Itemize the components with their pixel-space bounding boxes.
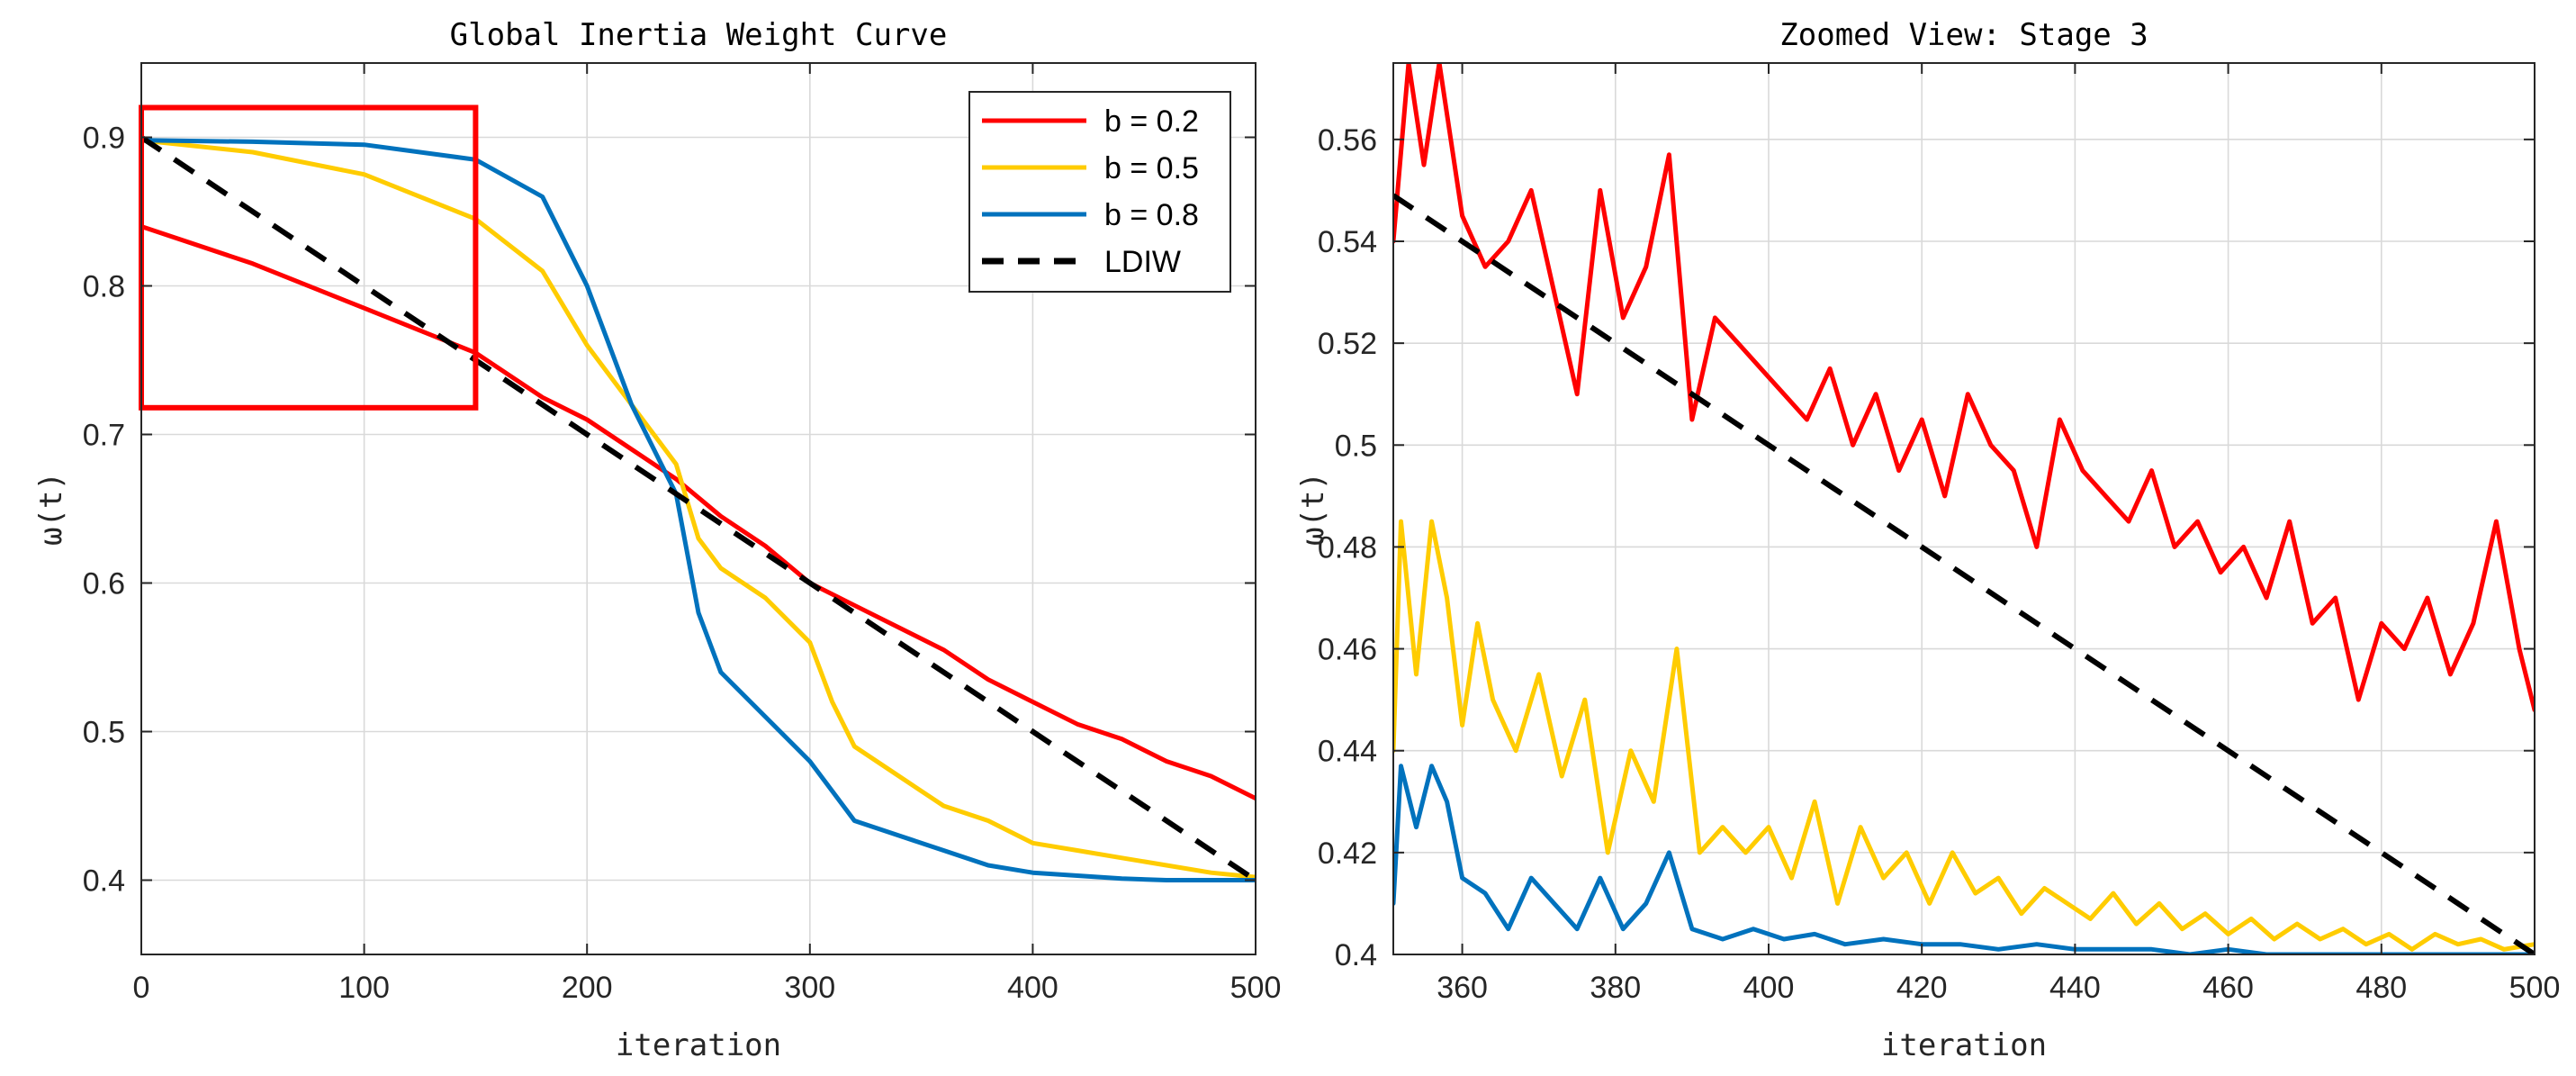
legend-box	[968, 91, 1231, 293]
left-chart-panel: 0 100 200 300 400 500 0.4 0.5 0.6 0.7 0.8 0.9 Global…	[33, 17, 1281, 1063]
y-tick-label: 0.54	[1318, 225, 1377, 259]
axes-box	[140, 62, 1256, 955]
y-tick-label: 0.4	[1335, 938, 1377, 972]
y-tick-label: 0.4	[83, 864, 125, 899]
x-tick-label: 400	[1743, 971, 1795, 1005]
right-chart-panel: 360 380 400 420 440 460 480 500 0.4 0.42 0.44 0.46 0…	[1295, 17, 2560, 1063]
y-axis-label: ω(t)	[1295, 472, 1331, 546]
series-line-b-0-2	[141, 224, 1256, 801]
legend-label-ldiw: LDIW	[1104, 245, 1181, 279]
y-tick-label: 0.42	[1318, 836, 1377, 871]
series-line-b-0-8	[141, 138, 1256, 882]
series-line-b-0-2	[1393, 63, 2535, 712]
y-tick-label: 0.44	[1318, 735, 1377, 769]
y-tick-label: 0.8	[83, 270, 125, 304]
y-tick-label: 0.6	[83, 567, 125, 601]
legend: b = 0.2 b = 0.5 b = 0.8 LDIW	[968, 91, 1231, 293]
series-line-b-0-8	[1393, 764, 2535, 954]
x-axis-label: iteration	[1881, 1027, 2047, 1063]
x-tick-label: 480	[2355, 971, 2407, 1005]
x-tick-label: 400	[1007, 971, 1058, 1005]
series-line-b-0-5	[141, 138, 1256, 880]
y-axis-label: ω(t)	[33, 472, 69, 546]
y-tick-label: 0.48	[1318, 530, 1377, 565]
series-line-b-0-5	[1393, 519, 2535, 952]
y-tick-label: 0.56	[1318, 123, 1377, 158]
x-tick-label: 420	[1896, 971, 1948, 1005]
x-tick-label: 460	[2202, 971, 2254, 1005]
x-tick-label: 0	[133, 971, 150, 1005]
series-line-ldiw	[141, 135, 1256, 882]
x-tick-label: 440	[2049, 971, 2101, 1005]
x-tick-label: 500	[2509, 971, 2561, 1005]
chart-title: Global Inertia Weight Curve	[450, 17, 948, 53]
axes-box	[1392, 62, 2535, 955]
y-tick-label: 0.5	[83, 716, 125, 750]
x-tick-label: 200	[562, 971, 613, 1005]
x-tick-label: 300	[784, 971, 835, 1005]
y-tick-label: 0.9	[83, 122, 125, 156]
y-tick-label: 0.5	[1335, 429, 1377, 463]
y-tick-label: 0.46	[1318, 633, 1377, 667]
legend-label-b-0-5: b = 0.5	[1104, 151, 1199, 185]
series-line-ldiw	[1393, 193, 2535, 954]
x-tick-label: 360	[1437, 971, 1488, 1005]
series-group	[141, 135, 1256, 882]
x-tick-label: 100	[338, 971, 390, 1005]
x-tick-label: 380	[1590, 971, 1641, 1005]
legend-label-b-0-2: b = 0.2	[1104, 104, 1199, 139]
y-tick-label: 0.52	[1318, 327, 1377, 361]
legend-label-b-0-8: b = 0.8	[1104, 198, 1199, 232]
chart-title: Zoomed View: Stage 3	[1779, 17, 2148, 53]
x-tick-label: 500	[1230, 971, 1282, 1005]
y-tick-label: 0.7	[83, 419, 125, 453]
x-axis-label: iteration	[616, 1027, 781, 1063]
series-group	[1393, 63, 2535, 954]
